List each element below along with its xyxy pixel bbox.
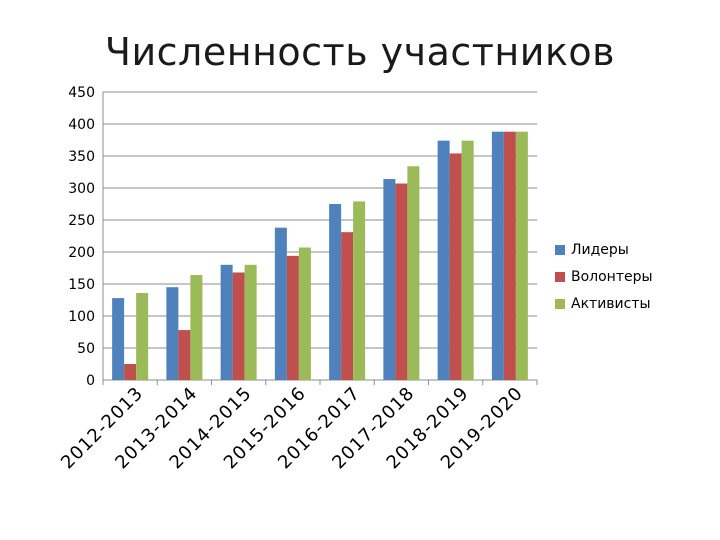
- bar-3-4: [298, 247, 311, 380]
- bar-2-8: [503, 131, 516, 380]
- bar-2-2: [178, 330, 191, 380]
- bar-3-7: [461, 140, 474, 380]
- bar-2-7: [449, 153, 462, 380]
- chart-title: Численность участников: [104, 30, 616, 74]
- bar-2-6: [395, 183, 408, 380]
- y-tick-label: 400: [68, 117, 95, 133]
- bar-2-4: [286, 255, 299, 380]
- legend-item: Активисты: [555, 290, 653, 317]
- bar-1-1: [112, 298, 125, 380]
- legend-label: Активисты: [571, 295, 651, 312]
- bar-3-5: [353, 201, 366, 380]
- bar-1-6: [383, 179, 396, 380]
- legend: Лидеры Волонтеры Активисты: [555, 236, 653, 317]
- y-tick-label: 450: [68, 85, 95, 101]
- bar-3-8: [515, 131, 528, 380]
- bar-1-8: [491, 131, 504, 380]
- legend-swatch: [555, 298, 565, 309]
- bar-2-3: [232, 272, 245, 380]
- y-tick-label: 300: [68, 181, 95, 197]
- y-tick-label: 50: [77, 341, 95, 357]
- y-tick-label: 0: [86, 373, 95, 389]
- bar-1-5: [329, 204, 342, 380]
- bar-1-7: [437, 140, 450, 380]
- bar-3-2: [190, 275, 203, 380]
- legend-label: Лидеры: [571, 241, 629, 258]
- legend-swatch: [555, 271, 565, 282]
- bar-3-3: [244, 264, 257, 380]
- bar-2-1: [124, 364, 137, 380]
- bar-3-1: [136, 292, 149, 380]
- y-tick-label: 200: [68, 245, 95, 261]
- y-tick-label: 100: [68, 309, 95, 325]
- bar-1-3: [220, 264, 233, 380]
- y-tick-label: 350: [68, 149, 95, 165]
- bar-2-5: [341, 232, 354, 380]
- legend-item: Волонтеры: [555, 263, 653, 290]
- y-tick-label: 150: [68, 277, 95, 293]
- legend-item: Лидеры: [555, 236, 653, 263]
- bar-1-4: [274, 227, 287, 380]
- y-tick-label: 250: [68, 213, 95, 229]
- bar-3-6: [407, 166, 420, 380]
- legend-swatch: [555, 244, 565, 255]
- bar-1-2: [166, 287, 179, 380]
- legend-label: Волонтеры: [571, 268, 653, 285]
